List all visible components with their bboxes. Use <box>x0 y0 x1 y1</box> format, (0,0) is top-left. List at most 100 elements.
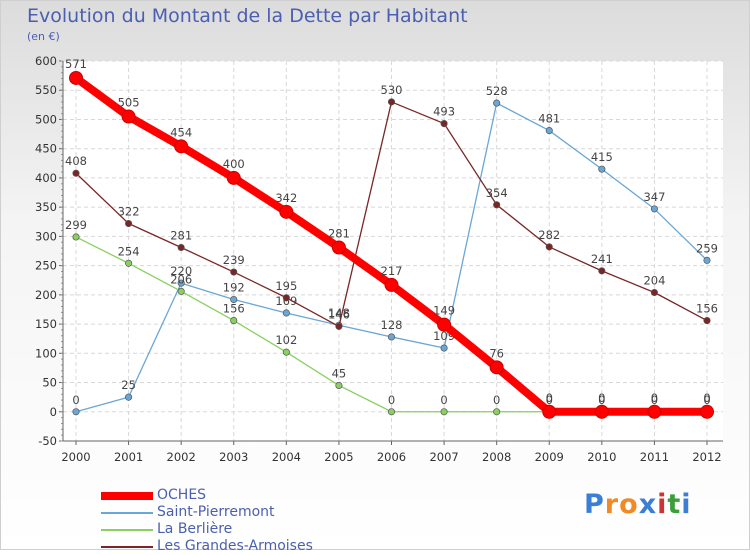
data-label: 239 <box>223 253 245 267</box>
data-label: 408 <box>65 154 87 168</box>
x-tick-label: 2007 <box>429 450 458 464</box>
data-point <box>230 268 238 276</box>
y-tick-label: 400 <box>35 171 57 185</box>
data-label: 322 <box>118 205 140 219</box>
data-label: 0 <box>703 393 710 407</box>
data-point <box>700 404 714 419</box>
data-point <box>594 404 609 419</box>
data-point <box>331 240 346 255</box>
data-point <box>177 279 185 287</box>
chart-title: Evolution du Montant de la Dette par Hab… <box>27 5 468 27</box>
x-tick-label: 2004 <box>272 450 301 464</box>
data-label: 0 <box>388 393 395 407</box>
data-point <box>437 317 452 332</box>
data-point <box>703 256 711 264</box>
data-label: 259 <box>696 241 718 255</box>
logo-letter: i <box>657 489 668 520</box>
proxiti-logo: Proxiti <box>584 489 692 520</box>
x-tick-label: 2003 <box>219 450 248 464</box>
data-point <box>598 165 606 173</box>
logo-letter: x <box>638 489 658 520</box>
data-point <box>125 393 133 401</box>
logo-letter: o <box>619 489 639 520</box>
data-label: 347 <box>643 190 665 204</box>
logo-letter: P <box>584 489 605 520</box>
data-point <box>647 404 662 419</box>
unit-label: (en €) <box>27 30 60 43</box>
data-label: 217 <box>381 264 403 278</box>
data-point <box>177 287 185 295</box>
legend-swatch <box>101 492 153 500</box>
data-point <box>545 127 553 135</box>
data-point <box>598 267 606 275</box>
y-tick-label: 450 <box>35 142 57 156</box>
data-label: 192 <box>223 281 245 295</box>
x-tick-label: 2000 <box>61 450 90 464</box>
data-point <box>177 243 185 252</box>
data-point <box>125 219 133 228</box>
legend-label: Les Grandes-Armoises <box>157 538 313 554</box>
data-point <box>440 408 448 416</box>
data-label: 281 <box>328 226 350 240</box>
data-label: 146 <box>328 307 350 321</box>
x-tick-label: 2009 <box>535 450 564 464</box>
data-label: 0 <box>440 393 447 407</box>
chart-legend: OCHES Saint-Pierremont La Berlière Les Gran… <box>101 487 461 555</box>
data-point <box>125 259 133 267</box>
data-label: 148 <box>328 306 350 320</box>
data-point <box>440 344 448 352</box>
data-label: 149 <box>433 304 455 318</box>
data-label: 0 <box>72 393 79 407</box>
y-tick-label: 600 <box>35 54 57 68</box>
data-label: 45 <box>332 366 347 380</box>
legend-swatch <box>101 546 153 548</box>
data-label: 354 <box>486 186 508 200</box>
data-label: 206 <box>170 272 192 286</box>
y-tick-label: -50 <box>38 434 57 448</box>
data-label: 530 <box>381 83 403 97</box>
data-point <box>489 360 504 375</box>
data-label: 0 <box>651 393 658 407</box>
data-point <box>279 204 294 219</box>
data-label: 0 <box>546 391 553 405</box>
data-label: 454 <box>170 125 192 139</box>
data-label: 254 <box>118 244 140 258</box>
data-label: 0 <box>651 391 658 405</box>
data-point <box>230 295 238 304</box>
data-label: 571 <box>65 57 87 71</box>
data-point <box>174 139 189 154</box>
data-label: 0 <box>703 391 710 405</box>
data-label: 281 <box>170 228 192 242</box>
data-point <box>493 201 501 209</box>
data-point <box>121 109 136 124</box>
data-point <box>387 408 396 416</box>
data-label: 528 <box>486 84 508 98</box>
x-tick-label: 2002 <box>167 450 196 464</box>
data-point <box>226 170 241 185</box>
legend-label: Saint-Pierremont <box>157 504 275 520</box>
data-point <box>335 381 343 390</box>
data-label: 481 <box>538 112 560 126</box>
x-tick-label: 2001 <box>114 450 143 464</box>
data-label: 204 <box>643 274 665 288</box>
x-tick-label: 2005 <box>324 450 353 464</box>
data-label: 128 <box>381 318 403 332</box>
legend-item: La Berlière <box>101 521 461 538</box>
y-tick-label: 350 <box>35 200 57 214</box>
data-point <box>282 309 290 317</box>
legend-item: Saint-Pierremont <box>101 504 461 521</box>
data-point <box>230 317 238 325</box>
y-tick-label: 0 <box>50 405 57 419</box>
data-label: 102 <box>275 333 297 347</box>
data-label: 0 <box>598 393 605 407</box>
data-label: 25 <box>121 378 136 392</box>
logo-letter: r <box>604 489 620 520</box>
data-label: 342 <box>275 191 297 205</box>
y-tick-label: 100 <box>35 346 57 360</box>
data-point <box>282 294 290 302</box>
y-tick-label: 50 <box>42 376 57 390</box>
legend-swatch <box>101 529 153 531</box>
legend-swatch <box>101 512 153 514</box>
